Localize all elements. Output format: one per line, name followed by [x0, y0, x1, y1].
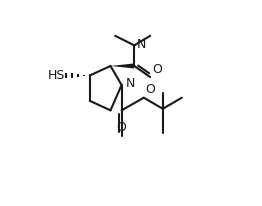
Text: N: N	[137, 38, 146, 51]
Text: O: O	[145, 83, 155, 96]
Text: N: N	[126, 77, 135, 90]
Text: O: O	[152, 63, 162, 76]
Text: O: O	[116, 121, 126, 134]
Text: HS: HS	[47, 69, 65, 82]
Polygon shape	[111, 63, 134, 69]
